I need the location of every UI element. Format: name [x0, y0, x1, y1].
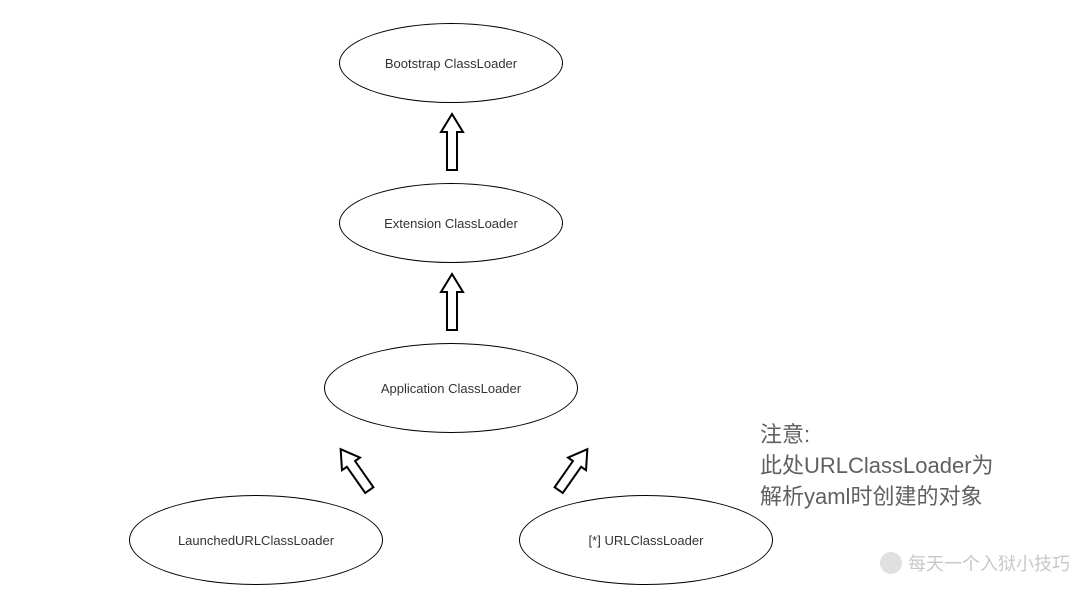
annotation-line: 解析yaml时创建的对象: [760, 482, 994, 513]
arrow-app-to-ext: [439, 272, 465, 339]
watermark-text: 每天一个入狱小技巧: [908, 550, 1070, 576]
arrow-url-to-app: [543, 440, 599, 505]
arrow-launched-to-app: [329, 440, 385, 505]
node-application: Application ClassLoader: [324, 343, 578, 433]
node-extension: Extension ClassLoader: [339, 183, 563, 263]
wechat-icon: [880, 552, 902, 574]
annotation-note: 注意: 此处URLClassLoader为 解析yaml时创建的对象: [760, 420, 994, 512]
node-label: [*] URLClassLoader: [589, 533, 704, 548]
node-label: Application ClassLoader: [381, 381, 521, 396]
node-launched: LaunchedURLClassLoader: [129, 495, 383, 585]
node-label: LaunchedURLClassLoader: [178, 533, 334, 548]
watermark: 每天一个入狱小技巧: [880, 550, 1070, 576]
node-label: Bootstrap ClassLoader: [385, 56, 517, 71]
node-label: Extension ClassLoader: [384, 216, 518, 231]
annotation-line: 注意:: [760, 420, 994, 451]
annotation-line: 此处URLClassLoader为: [760, 451, 994, 482]
node-bootstrap: Bootstrap ClassLoader: [339, 23, 563, 103]
arrow-ext-to-bootstrap: [439, 112, 465, 179]
node-urlclassloader: [*] URLClassLoader: [519, 495, 773, 585]
